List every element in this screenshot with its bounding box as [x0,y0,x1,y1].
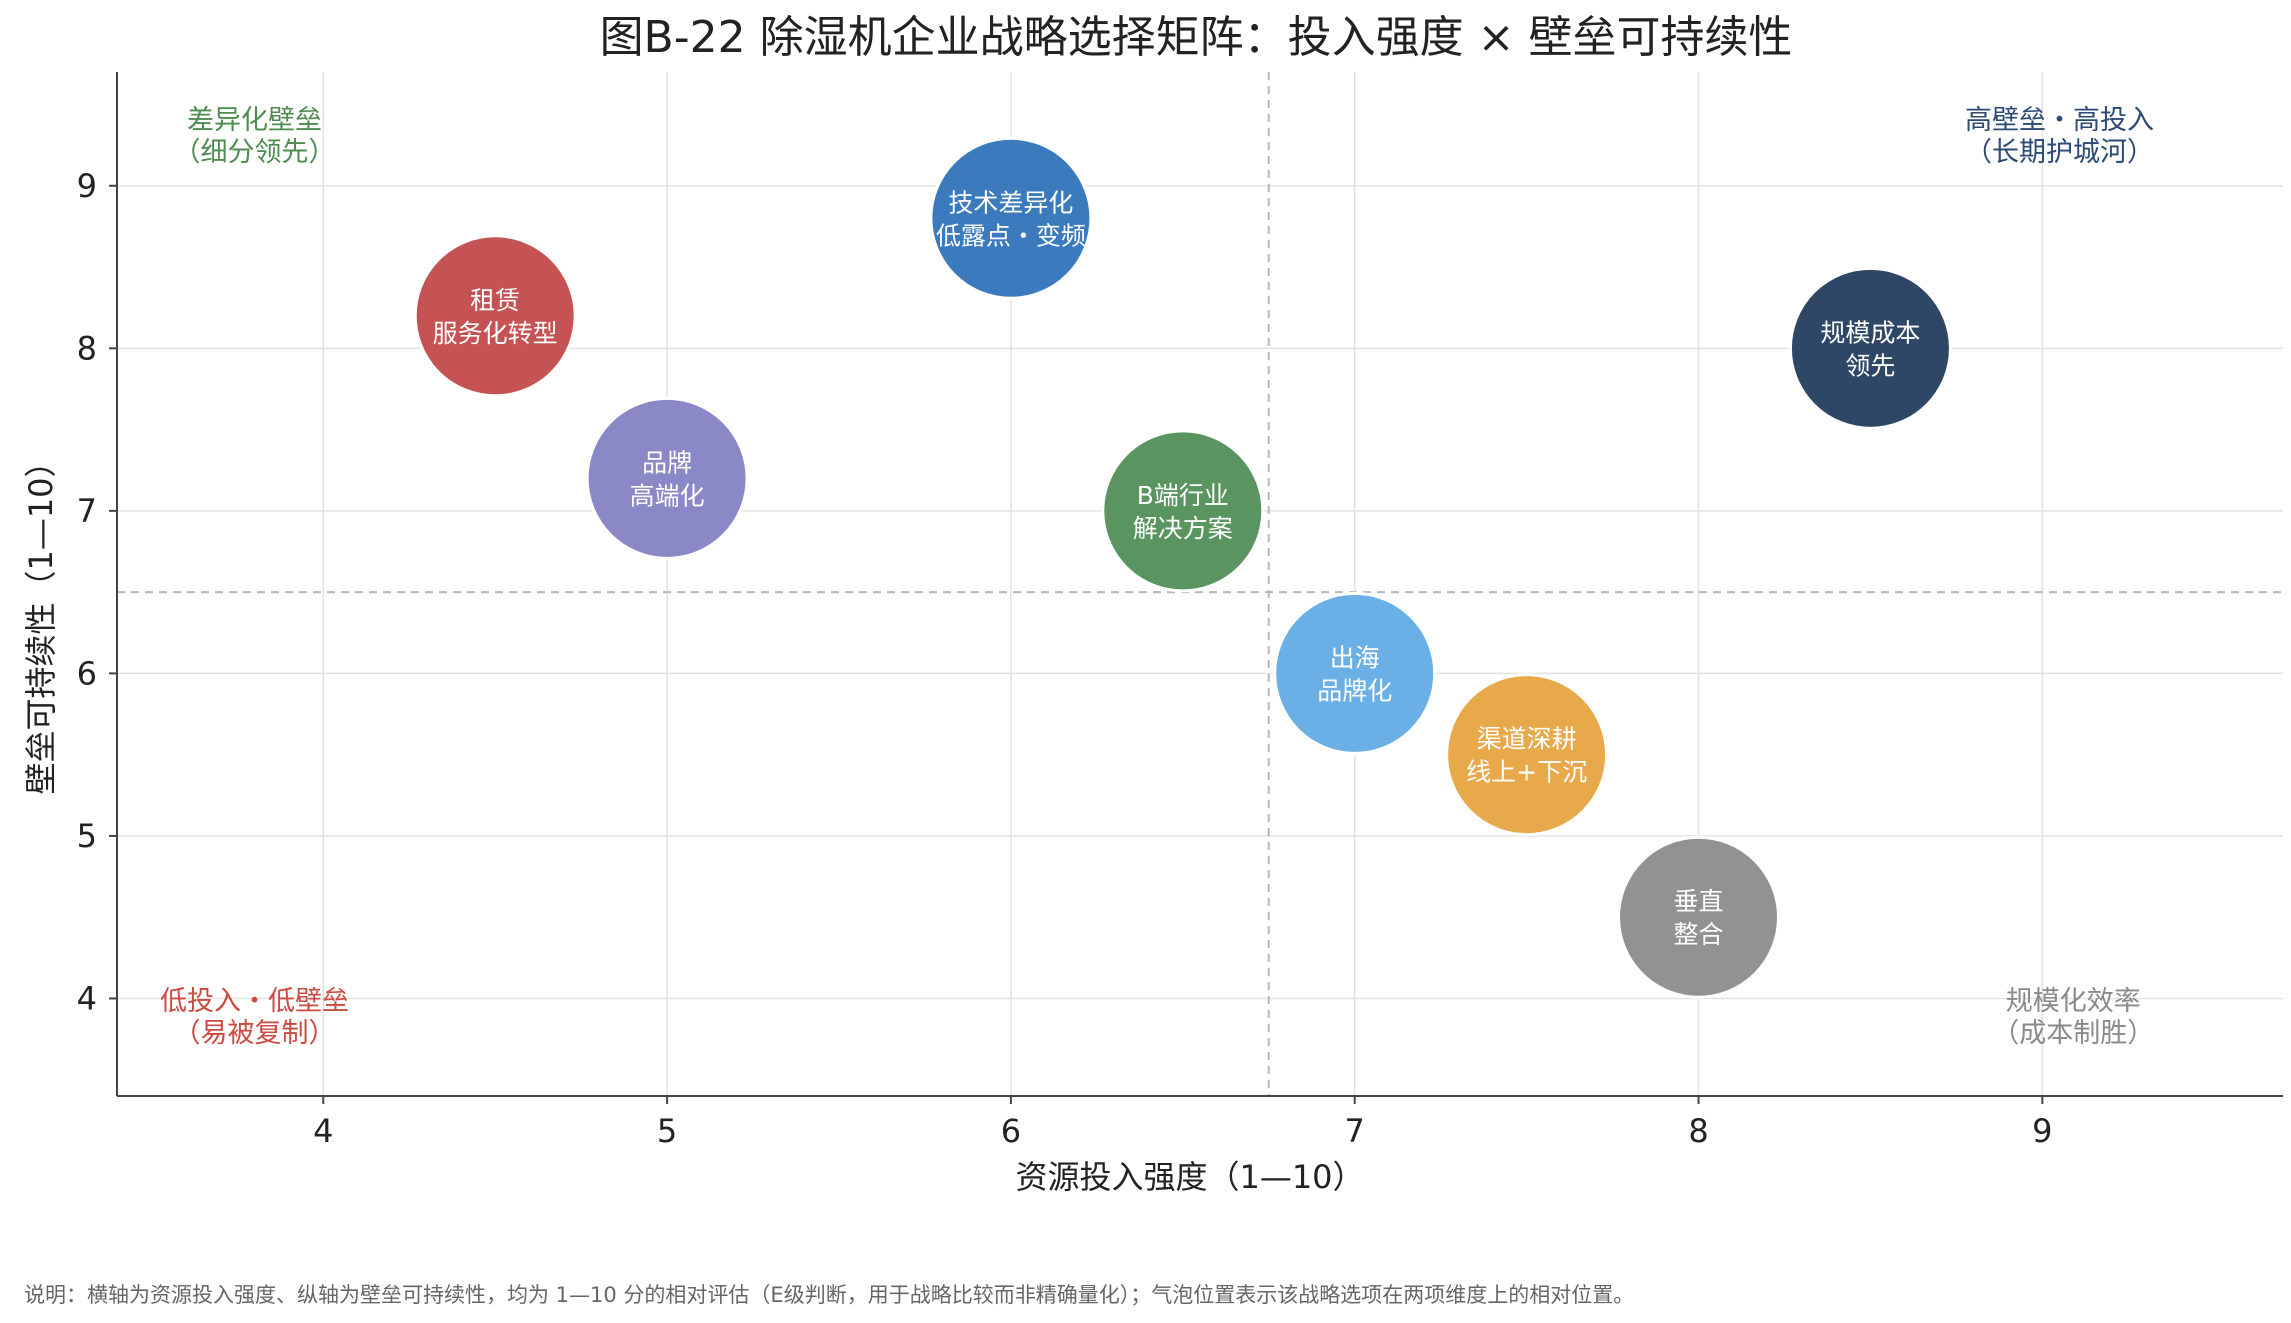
chart-title: 图B-22 除湿机企业战略选择矩阵：投入强度 × 壁垒可持续性 [600,12,1793,63]
bubble-label: 高端化 [630,481,705,510]
x-tick-label: 4 [313,1112,333,1150]
quadrant-label-bottom-right: 规模化效率 [2006,986,2141,1017]
quadrant-label-top-left: （细分领先） [174,137,336,168]
y-tick-label: 6 [77,654,97,692]
y-tick-label: 9 [77,167,97,205]
quadrant-label-bottom-left: （易被复制） [174,1018,336,1049]
bubble-label: B端行业 [1137,481,1229,510]
bubble [585,396,749,560]
footnote: 说明：横轴为资源投入强度、纵轴为壁垒可持续性，均为 1—10 分的相对评估（E级… [24,1283,1634,1307]
bubble-label: 线上+下沉 [1466,758,1587,787]
bubble-label: 出海 [1330,643,1380,672]
bubble [1617,835,1781,999]
y-tick-label: 8 [77,329,97,367]
bubble [413,234,577,398]
bubble-label: 技术差异化 [948,188,1073,217]
quadrant-label-bottom-left: 低投入・低壁垒 [160,986,349,1017]
bubble [1273,591,1437,755]
y-axis-label: 壁垒可持续性（1—10） [22,445,60,794]
x-tick-label: 7 [1345,1112,1365,1150]
quadrant-label-bottom-right: （成本制胜） [1992,1018,2154,1049]
quadrant-labels: 差异化壁垒（细分领先） 高壁垒・高投入（长期护城河） 低投入・低壁垒（易被复制） 规模… [160,105,2154,1049]
x-tick-label: 9 [2032,1112,2052,1150]
y-tick-label: 4 [77,979,97,1017]
quadrant-label-top-right: （长期护城河） [1965,137,2154,168]
bubble [1445,673,1609,837]
bubble [929,136,1093,300]
x-tick-label: 8 [1688,1112,1708,1150]
bubble-label: 品牌 [642,448,692,477]
bubble-label: 低露点・变频 [936,221,1086,250]
bubble-label: 垂直 [1674,887,1724,916]
bubble-label: 租赁 [470,286,520,315]
quadrant-dividers [117,72,2283,1096]
y-tick-label: 5 [77,817,97,855]
x-tick-label: 6 [1001,1112,1021,1150]
bubble-label: 服务化转型 [433,319,558,348]
bubble-label: 领先 [1845,351,1895,380]
bubble-label: 解决方案 [1133,514,1233,543]
quadrant-label-top-left: 差异化壁垒 [187,105,322,136]
bubble [1101,429,1265,593]
x-tick-label: 5 [657,1112,677,1150]
y-tick-label: 7 [77,492,97,530]
x-axis-label: 资源投入强度（1—10） [1015,1158,1364,1196]
axes [109,72,2283,1104]
bubble-label: 渠道深耕 [1477,725,1577,754]
bubble-label: 整合 [1674,920,1724,949]
bubble-label: 规模成本 [1820,318,1920,347]
bubble-label: 品牌化 [1317,676,1392,705]
bubble [1788,266,1952,430]
tick-labels: 4 5 6 7 8 9 4 5 6 7 8 9 [77,167,2053,1150]
quadrant-label-top-right: 高壁垒・高投入 [1965,105,2154,136]
